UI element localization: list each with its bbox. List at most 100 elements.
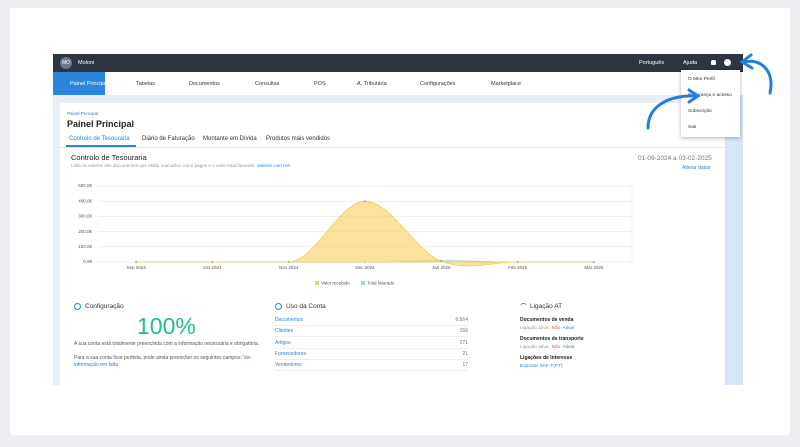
arrow <box>742 59 773 95</box>
point <box>440 260 443 263</box>
arrow-head <box>739 53 754 70</box>
legend-swatch <box>361 281 365 285</box>
point <box>592 261 595 263</box>
chart: 0,0€ 100,0€ 200,0€ 300,0€ 400,0€ 500,0€ Sep 20… <box>78 183 633 285</box>
legend-swatch <box>315 281 319 285</box>
legend-label: Total faturado <box>367 280 395 285</box>
y-tick-label: 500,0€ <box>78 183 92 188</box>
point <box>364 200 366 203</box>
config-text: Para a sua conta ficar perfeita, pode ai… <box>74 355 242 361</box>
point <box>516 261 519 263</box>
at-heading: Documentos de transporte <box>520 336 584 342</box>
tab[interactable]: Diário de Faturação <box>142 136 195 142</box>
tab-rule <box>60 147 725 148</box>
at-heading: Documentos de venda <box>520 317 574 323</box>
usage-label[interactable]: Documentos <box>275 317 304 323</box>
y-tick-label: 100,0€ <box>78 244 92 249</box>
help[interactable]: Ajuda <box>683 60 698 66</box>
menu-item[interactable]: POS <box>314 81 326 87</box>
at-link[interactable]: Exportar SAF-T(PT) <box>520 364 563 369</box>
date-action[interactable]: Alterar datas <box>682 165 711 171</box>
icon <box>74 303 81 310</box>
icon <box>520 303 527 310</box>
arrow <box>646 94 699 130</box>
bell[interactable] <box>711 60 716 65</box>
row-rule <box>275 358 468 360</box>
config-link[interactable]: Ver informação em falta <box>74 355 251 368</box>
status: Não <box>551 345 561 350</box>
user-icon[interactable] <box>724 59 731 66</box>
status-label: Ligação ativa: <box>520 326 550 331</box>
breadcrumb[interactable]: Painel Principal <box>67 111 99 116</box>
row-rule <box>275 336 468 338</box>
section-title: Uso da Conta <box>286 303 326 310</box>
dropdown-item[interactable]: Sair <box>688 125 697 130</box>
side-strip <box>725 95 743 385</box>
menu-item[interactable]: Consultas <box>255 81 280 87</box>
dropdown-item[interactable]: Subscrição <box>688 109 712 114</box>
percent: 100% <box>137 313 196 339</box>
x-tick-label: Mar 2025 <box>584 265 604 270</box>
chart-subtitle: Lista os valores dos documentos que estã… <box>71 163 256 168</box>
language[interactable]: Português <box>639 60 665 66</box>
tab[interactable]: Produtos mais vendidos <box>266 136 331 142</box>
menu-item[interactable]: Painel Principal <box>70 81 108 87</box>
row-rule <box>275 347 468 349</box>
status-action[interactable]: Ativar <box>562 326 575 331</box>
y-tick-label: 400,0€ <box>78 198 92 203</box>
icon <box>275 303 282 310</box>
x-tick-label: Feb 2025 <box>508 265 528 270</box>
usage-value: 17 <box>462 362 468 369</box>
tab[interactable]: Controlo de Tesouraria <box>69 136 130 142</box>
account[interactable]: Moloni <box>78 60 95 66</box>
x-tick-label: Dec 2024 <box>355 265 375 270</box>
at-status: Ligação ativa: Não Ativar <box>520 326 577 331</box>
config-text: A sua conta está totalmente preenchida c… <box>74 341 260 347</box>
at-heading: Ligações de Interesse <box>520 355 573 361</box>
usage-label[interactable]: Fornecedores <box>275 350 306 357</box>
point <box>287 261 290 263</box>
status-label: Ligação ativa: <box>520 345 550 350</box>
at-status: Ligação ativa: Não Ativar <box>520 345 577 350</box>
menu-item[interactable]: Marketplace <box>491 81 521 87</box>
menu-item[interactable]: Documentos <box>189 81 220 87</box>
legend-label: Valor recebido <box>321 280 350 285</box>
y-tick-label: 300,0€ <box>78 214 92 219</box>
row-rule <box>275 370 468 372</box>
usage-label[interactable]: Artigos <box>275 339 291 346</box>
point <box>135 261 138 263</box>
menu: Painel Principal Tabelas Documentos Cons… <box>53 72 743 96</box>
chart-title: Controlo de Tesouraria <box>71 153 147 162</box>
usage-value: 156 <box>459 328 468 335</box>
usage-label[interactable]: Vendedores <box>275 362 302 369</box>
usage-value: 6.564 <box>455 317 468 323</box>
subtitle-link[interactable]: Valores com IVA <box>256 163 291 168</box>
menu-item[interactable]: Configurações <box>420 81 456 87</box>
avatar[interactable]: MO <box>60 57 72 69</box>
section-title: Configuração <box>85 303 124 310</box>
dropdown-item[interactable]: Segurança e acesso <box>688 93 732 98</box>
x-tick-label: Oct 2024 <box>203 265 222 270</box>
tab[interactable]: Montante em Dívida <box>203 136 257 142</box>
x-tick-label: Jan 2025 <box>432 265 451 270</box>
y-tick-label: 0,0€ <box>83 259 92 264</box>
tab-underline <box>66 145 136 147</box>
menu-item[interactable]: A. Tributária <box>357 81 387 87</box>
x-tick-label: Sep 2024 <box>127 265 147 270</box>
status-action[interactable]: Ativar <box>562 345 575 350</box>
usage-value: 21 <box>462 350 468 357</box>
point <box>211 261 214 263</box>
usage-value: 271 <box>459 339 468 346</box>
section-title: Ligação AT <box>530 303 563 310</box>
panel: Painel Principal Painel Principal Contro… <box>60 103 725 385</box>
dropdown-item[interactable]: O Meu Perfil <box>688 77 715 82</box>
date-range: 01-09-2024 a 03-02-2025 <box>638 155 712 162</box>
usage-label[interactable]: Clientes <box>275 328 294 335</box>
page-title: Painel Principal <box>67 119 135 129</box>
x-tick-label: Nov 2024 <box>279 265 299 270</box>
row-rule <box>275 325 468 326</box>
menu-item[interactable]: Tabelas <box>136 81 155 87</box>
top-bar: MO Moloni Português Ajuda <box>53 54 743 72</box>
